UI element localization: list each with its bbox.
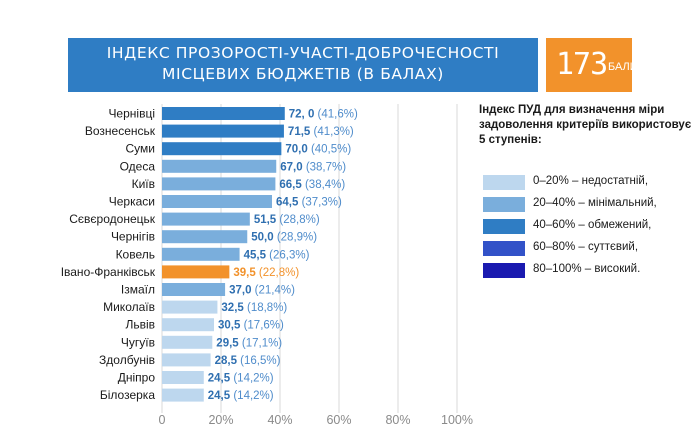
bar [162,283,226,296]
bar [162,124,284,138]
bar [162,300,218,314]
category-label: Білозерка [100,388,155,402]
value-label: 51,5 (28,8%) [254,214,320,226]
value-label: 67,0 (38,7%) [280,161,346,173]
category-label: Миколаїв [103,300,155,314]
x-tick-label: 40% [267,413,292,427]
legend-swatch [483,219,525,234]
value-label: 39,5 (22,8%) [233,267,299,279]
legend-swatch [483,263,525,278]
value-label: 45,5 (26,3%) [244,249,310,261]
value-label: 30,5 (17,6%) [218,320,284,332]
value-label: 24,5 (14,2%) [208,390,274,402]
bar [162,371,204,384]
category-label: Чугуїв [121,335,155,349]
bar [162,230,248,244]
value-label: 50,0 (28,9%) [251,232,317,244]
x-tick-label: 60% [326,413,351,427]
legend-label: 60–80% – суттєвий, [533,241,639,253]
category-label: Чернігів [111,230,155,244]
score-value: 173 [556,47,608,82]
score-badge: 173 БАЛИ [546,38,638,92]
value-label: 71,5 (41,3%) [288,126,354,138]
x-tick-label: 100% [441,413,473,427]
value-label: 72, 0 (41,6%) [289,109,358,121]
bar [162,388,204,402]
category-label: Суми [126,142,155,156]
value-label: 32,5 (18,8%) [221,302,287,314]
category-label: Черкаси [109,195,155,209]
category-label: Одеса [120,159,156,173]
value-label: 28,5 (16,5%) [215,355,281,367]
category-label: Сєвєродонецьк [69,212,155,226]
value-label: 66,5 (38,4%) [279,179,345,191]
bar [162,107,285,120]
category-label: Чернівці [108,107,155,121]
legend-label: 40–60% – обмежений, [533,219,652,231]
bar [162,195,272,208]
x-tick-label: 20% [208,413,233,427]
bar [162,265,230,279]
category-label: Дніпро [118,371,156,385]
category-label: Київ [132,177,155,191]
bar [162,353,211,367]
chart-title-line-2: МІСЦЕВИХ БЮДЖЕТІВ (В БАЛАХ) [162,65,444,83]
category-label: Львів [125,318,155,332]
legend-label: 0–20% – недостатній, [533,175,649,187]
chart-title-line-1: ІНДЕКС ПРОЗОРОСТІ-УЧАСТІ-ДОБРОЧЕСНОСТІ [106,44,500,62]
legend-title: Індекс ПУД для визначення міри задоволен… [479,104,692,146]
bar [162,159,277,173]
value-label: 64,5 (37,3%) [276,197,342,209]
legend-swatch [483,197,525,212]
bar [162,247,240,261]
score-unit: БАЛИ [608,61,638,73]
category-label: Івано-Франківськ [61,265,156,279]
category-label: Ковель [116,247,155,261]
bar [162,212,250,226]
category-label: Ізмаїл [121,283,155,297]
legend-label: 20–40% – мінімальний, [533,197,657,209]
bar [162,142,282,156]
title-banner: ІНДЕКС ПРОЗОРОСТІ-УЧАСТІ-ДОБРОЧЕСНОСТІ М… [68,38,538,92]
bar [162,177,276,191]
bar [162,335,213,349]
legend-label: 80–100% – високий. [533,263,641,275]
bar [162,318,215,332]
category-label: Вознесенськ [85,124,156,138]
x-tick-label: 0 [159,413,166,427]
legend-swatch [483,175,525,190]
category-label: Здолбунів [99,353,155,367]
legend-swatch [483,241,525,256]
x-tick-label: 80% [385,413,410,427]
value-label: 37,0 (21,4%) [229,285,295,297]
value-label: 24,5 (14,2%) [208,373,274,385]
value-label: 70,0 (40,5%) [285,144,351,156]
value-label: 29,5 (17,1%) [216,337,282,349]
